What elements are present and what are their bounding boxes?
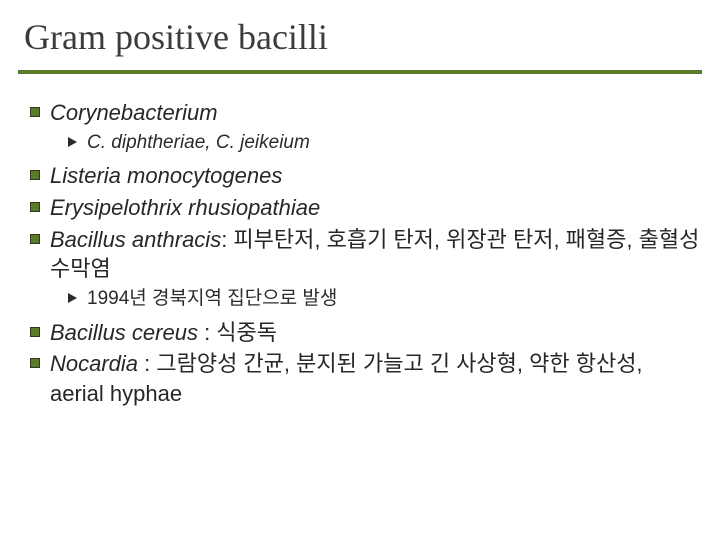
item-italic: Erysipelothrix rhusiopathiae (50, 195, 320, 220)
item-text: Erysipelothrix rhusiopathiae (50, 193, 320, 223)
subitem-text: C. diphtheriae, C. jeikeium (87, 130, 310, 156)
list-item: Corynebacterium (30, 98, 700, 128)
content-area: Corynebacterium C. diphtheriae, C. jeike… (30, 98, 700, 411)
item-text: Listeria monocytogenes (50, 161, 282, 191)
subitem-text: 1994년 경북지역 집단으로 발생 (87, 286, 337, 312)
triangle-bullet-icon (68, 137, 77, 147)
item-text: Bacillus cereus : 식중독 (50, 318, 277, 348)
list-item: Erysipelothrix rhusiopathiae (30, 193, 700, 223)
subitem-plain: 1994년 경북지역 집단으로 발생 (87, 288, 337, 309)
item-italic: Bacillus cereus (50, 320, 204, 345)
item-italic: Bacillus anthracis (50, 227, 221, 252)
item-italic: Nocardia (50, 351, 144, 376)
square-bullet-icon (30, 107, 40, 117)
sub-list-item: 1994년 경북지역 집단으로 발생 (68, 286, 700, 312)
item-plain: : 식중독 (204, 320, 277, 345)
item-text: Bacillus anthracis: 피부탄저, 호흡기 탄저, 위장관 탄저… (50, 225, 700, 284)
subitem-italic: C. diphtheriae, C. jeikeium (87, 132, 310, 153)
list-item: Bacillus anthracis: 피부탄저, 호흡기 탄저, 위장관 탄저… (30, 225, 700, 284)
list-item: Bacillus cereus : 식중독 (30, 318, 700, 348)
title-underline (18, 70, 702, 74)
sub-list-item: C. diphtheriae, C. jeikeium (68, 130, 700, 156)
square-bullet-icon (30, 358, 40, 368)
item-italic: Corynebacterium (50, 100, 218, 125)
slide-title: Gram positive bacilli (24, 16, 328, 58)
item-text: Corynebacterium (50, 98, 218, 128)
square-bullet-icon (30, 170, 40, 180)
square-bullet-icon (30, 234, 40, 244)
square-bullet-icon (30, 202, 40, 212)
list-item: Listeria monocytogenes (30, 161, 700, 191)
item-text: Nocardia : 그람양성 간균, 분지된 가늘고 긴 사상형, 약한 항산… (50, 349, 700, 408)
triangle-bullet-icon (68, 293, 77, 303)
square-bullet-icon (30, 327, 40, 337)
item-italic: Listeria monocytogenes (50, 163, 282, 188)
list-item: Nocardia : 그람양성 간균, 분지된 가늘고 긴 사상형, 약한 항산… (30, 349, 700, 408)
